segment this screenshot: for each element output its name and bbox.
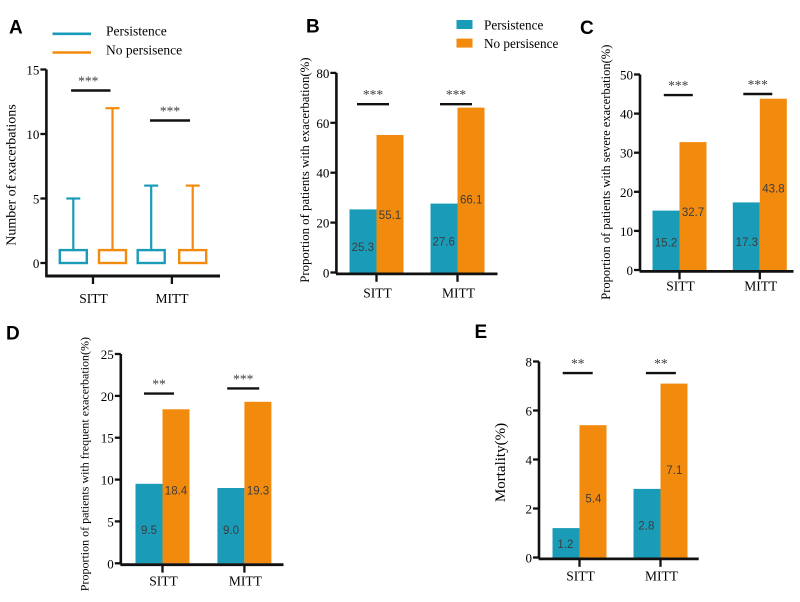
svg-text:Proportion of patients with se: Proportion of patients with severe exace… [599, 45, 613, 300]
svg-text:10: 10 [620, 224, 633, 239]
svg-text:***: *** [446, 87, 467, 102]
svg-text:32.7: 32.7 [682, 207, 704, 219]
svg-text:15: 15 [101, 431, 114, 446]
svg-text:80: 80 [316, 66, 329, 81]
svg-text:Persistence: Persistence [484, 18, 543, 33]
svg-text:**: ** [571, 356, 585, 371]
svg-text:No persisence: No persisence [484, 36, 558, 51]
svg-text:Persistence: Persistence [106, 24, 167, 39]
svg-text:E: E [475, 322, 488, 343]
svg-text:5.4: 5.4 [585, 494, 602, 506]
svg-text:10: 10 [101, 473, 114, 488]
svg-text:Mortality(%): Mortality(%) [493, 423, 509, 502]
svg-text:SITT: SITT [363, 286, 392, 301]
svg-text:19.3: 19.3 [247, 486, 269, 498]
svg-text:D: D [6, 324, 20, 345]
svg-text:40: 40 [316, 166, 329, 181]
svg-text:***: *** [78, 74, 99, 89]
svg-text:18.4: 18.4 [165, 486, 188, 498]
svg-text:9.5: 9.5 [141, 525, 157, 537]
svg-text:9.0: 9.0 [223, 525, 239, 537]
svg-text:No persisence: No persisence [106, 42, 182, 57]
svg-text:C: C [580, 18, 594, 39]
svg-text:0: 0 [107, 556, 114, 571]
svg-text:SITT: SITT [666, 279, 695, 294]
svg-text:MITT: MITT [442, 286, 476, 301]
svg-text:A: A [9, 18, 23, 39]
svg-text:0: 0 [627, 263, 634, 278]
svg-text:2.8: 2.8 [638, 521, 654, 533]
svg-text:40: 40 [620, 107, 633, 122]
svg-text:8: 8 [526, 355, 533, 370]
svg-text:MITT: MITT [156, 291, 190, 306]
svg-text:20: 20 [101, 389, 114, 404]
svg-text:MITT: MITT [744, 279, 778, 294]
svg-text:2: 2 [526, 502, 533, 517]
svg-text:SITT: SITT [566, 569, 595, 584]
svg-text:***: *** [233, 371, 254, 386]
svg-text:***: *** [748, 77, 769, 92]
svg-text:43.8: 43.8 [762, 184, 784, 196]
svg-text:SITT: SITT [79, 291, 108, 306]
svg-text:17.3: 17.3 [736, 237, 758, 249]
svg-text:5: 5 [33, 192, 40, 207]
svg-text:B: B [306, 17, 320, 38]
svg-text:0: 0 [33, 256, 40, 271]
svg-text:MITT: MITT [229, 574, 263, 589]
svg-text:**: ** [654, 356, 668, 371]
svg-text:5: 5 [107, 514, 114, 529]
svg-text:Number of exacerbations: Number of exacerbations [5, 104, 20, 246]
svg-text:MITT: MITT [645, 569, 679, 584]
svg-text:4: 4 [526, 453, 533, 468]
svg-text:1.2: 1.2 [557, 539, 573, 551]
svg-text:60: 60 [316, 116, 329, 131]
svg-text:***: *** [668, 78, 689, 93]
svg-text:Proportion of patients with fr: Proportion of patients with frequent exa… [78, 337, 92, 591]
svg-text:***: *** [363, 87, 384, 102]
svg-text:15: 15 [26, 63, 39, 78]
svg-text:25.3: 25.3 [352, 242, 374, 254]
svg-text:Proportion of patients with ex: Proportion of patients with exacerbation… [298, 57, 312, 282]
svg-text:25: 25 [101, 347, 114, 362]
svg-text:55.1: 55.1 [379, 210, 401, 222]
svg-text:66.1: 66.1 [460, 195, 482, 207]
svg-text:30: 30 [620, 146, 633, 161]
svg-text:0: 0 [323, 266, 330, 281]
svg-text:**: ** [152, 377, 166, 392]
svg-text:27.6: 27.6 [433, 237, 455, 249]
svg-text:50: 50 [620, 68, 633, 83]
svg-text:15.2: 15.2 [655, 238, 677, 250]
svg-text:SITT: SITT [149, 574, 178, 589]
svg-text:6: 6 [526, 404, 533, 419]
svg-text:20: 20 [620, 185, 633, 200]
svg-text:***: *** [160, 104, 181, 119]
svg-text:20: 20 [316, 216, 329, 231]
svg-text:7.1: 7.1 [666, 465, 682, 477]
svg-text:10: 10 [26, 127, 39, 142]
svg-text:0: 0 [526, 551, 533, 566]
